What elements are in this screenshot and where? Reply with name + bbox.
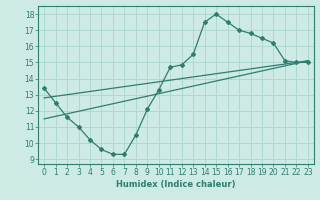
- X-axis label: Humidex (Indice chaleur): Humidex (Indice chaleur): [116, 180, 236, 189]
